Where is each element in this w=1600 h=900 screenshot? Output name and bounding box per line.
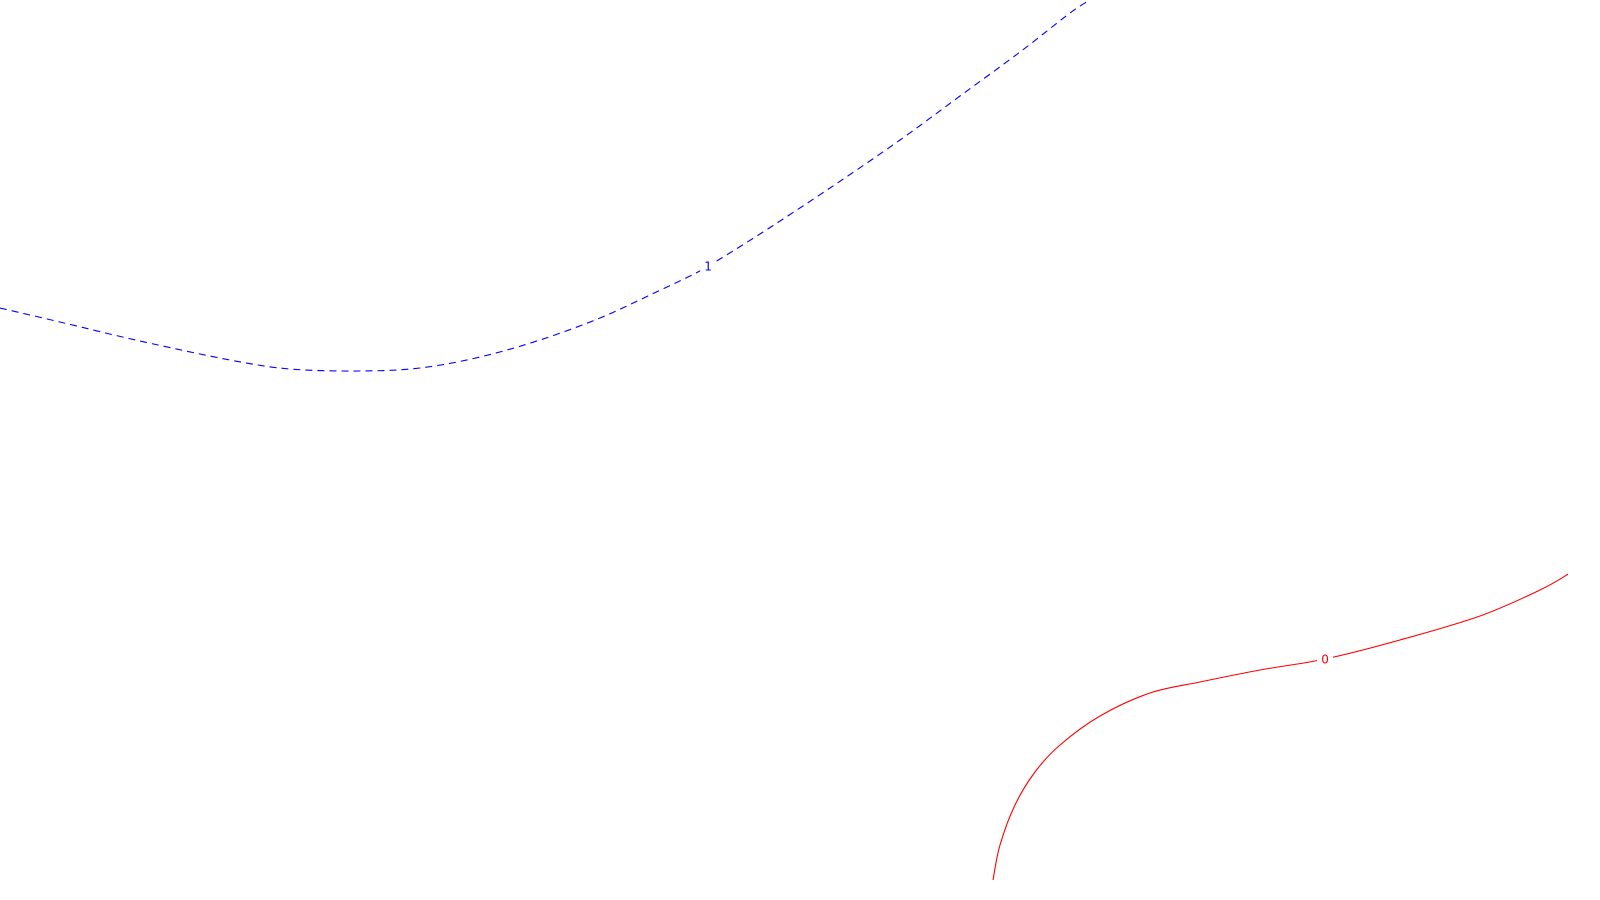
contour-series-0: 0 [992,573,1568,881]
contour-line-0 [992,573,1568,881]
contour-label-gap-0 [1317,651,1334,666]
contour-plot: 10 [0,0,1568,881]
contour-series-1: 1 [0,0,1091,372]
contour-label-gap-1 [700,259,717,274]
contour-label-0: 0 [1321,652,1329,666]
contour-line-1 [0,0,1091,372]
contour-label-1: 1 [704,260,712,274]
